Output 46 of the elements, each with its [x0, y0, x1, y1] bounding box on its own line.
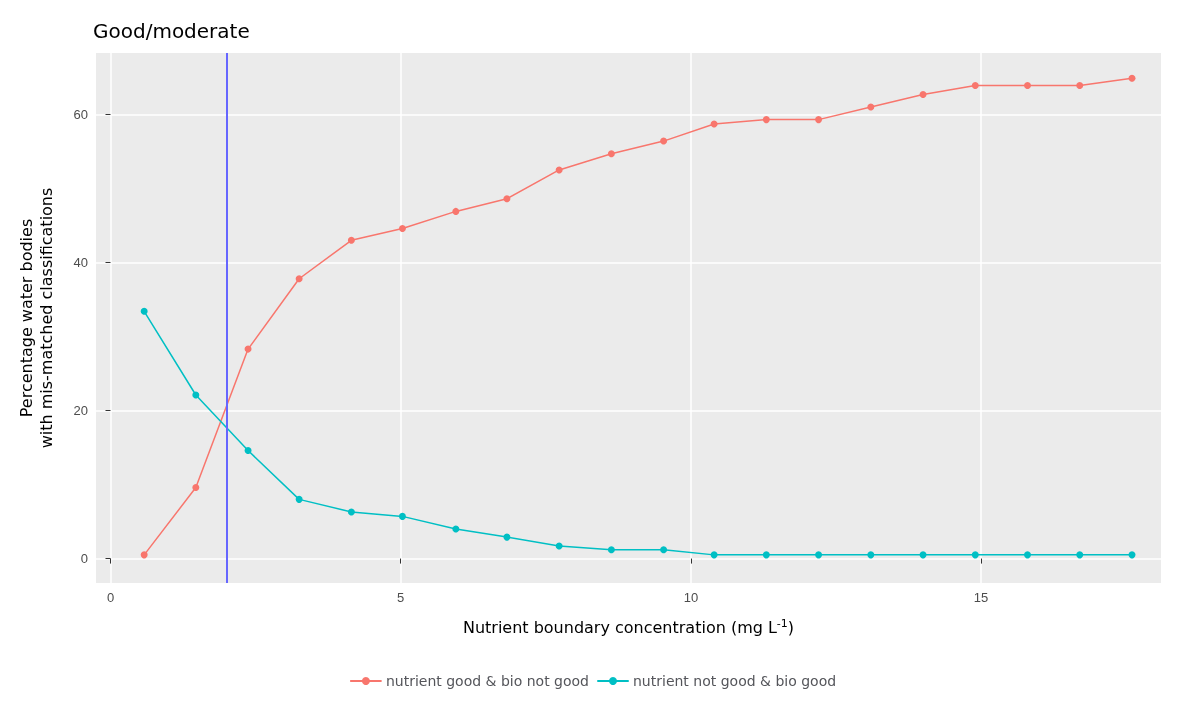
chart-title: Good/moderate — [93, 19, 250, 43]
point — [607, 546, 615, 554]
point — [452, 525, 460, 533]
point — [1076, 82, 1084, 90]
y-tick-label: 0 — [80, 551, 88, 567]
y-tick-label: 20 — [73, 403, 88, 419]
point — [815, 116, 823, 124]
point — [660, 137, 668, 145]
point — [398, 512, 406, 520]
point — [710, 551, 718, 559]
point — [347, 508, 355, 516]
point — [660, 546, 668, 554]
point — [762, 116, 770, 124]
point — [347, 236, 355, 244]
point — [555, 542, 563, 550]
x-tick-label: 0 — [106, 590, 115, 605]
point — [607, 150, 615, 158]
point — [192, 484, 200, 492]
legend-label: nutrient good & bio not good — [385, 673, 590, 689]
point — [867, 551, 875, 559]
point — [295, 275, 303, 283]
legend-label: nutrient not good & bio good — [633, 673, 837, 689]
y-tick-label: 60 — [73, 106, 88, 122]
point — [1024, 551, 1032, 559]
point — [971, 551, 979, 559]
point — [555, 166, 563, 174]
point — [919, 90, 927, 98]
point — [503, 195, 511, 203]
y-tick-label: 40 — [73, 254, 88, 270]
point — [1024, 82, 1032, 90]
point — [140, 307, 148, 315]
x-tick-label: 10 — [683, 590, 699, 605]
y-axis-title: Percentage water bodies with mis-matched classifications — [16, 187, 56, 449]
point — [815, 551, 823, 559]
point — [1076, 551, 1084, 559]
point — [140, 551, 148, 559]
point — [398, 224, 406, 232]
x-tick-label: 5 — [397, 590, 405, 605]
point — [867, 103, 875, 111]
point — [452, 207, 460, 215]
point — [192, 391, 200, 399]
point — [762, 551, 770, 559]
point — [244, 447, 252, 454]
point — [295, 495, 303, 503]
point — [971, 82, 979, 90]
x-tick-label: 15 — [973, 590, 989, 605]
